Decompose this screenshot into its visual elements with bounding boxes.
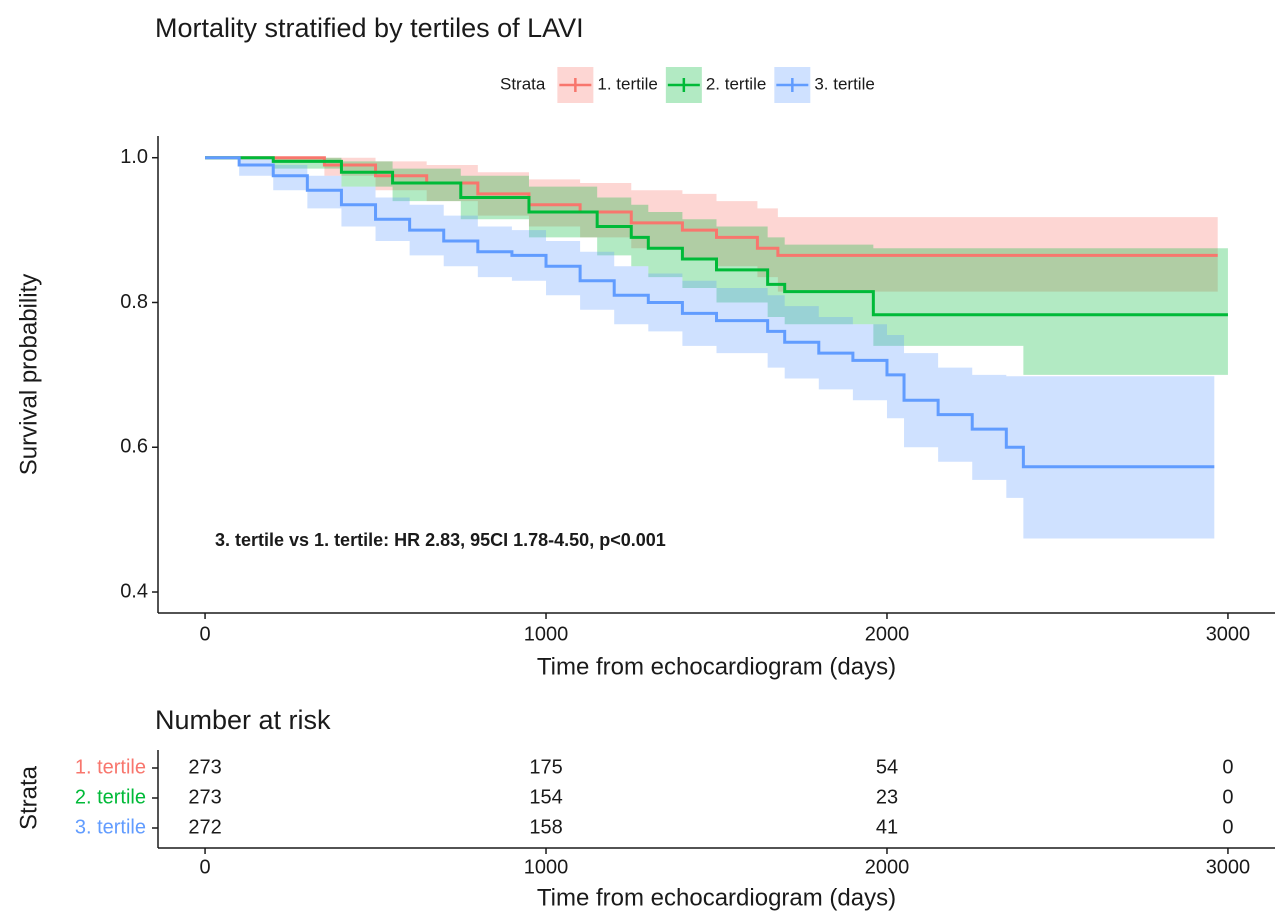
at-risk-count: 41 <box>876 816 898 838</box>
y-axis-title: Strata <box>15 765 42 830</box>
at-risk-count: 0 <box>1222 816 1233 838</box>
x-tick-label: 1000 <box>524 856 569 878</box>
x-axis-title: Time from echocardiogram (days) <box>537 653 896 680</box>
legend-title: Strata <box>500 74 546 93</box>
row-label: 3. tertile <box>75 816 146 838</box>
confidence-band <box>205 157 1218 292</box>
annotation: 3. tertile vs 1. tertile: HR 2.83, 95CI … <box>215 530 666 550</box>
survival-curve <box>205 156 1218 257</box>
table-title: Number at risk <box>155 705 331 735</box>
x-tick-label: 0 <box>199 623 210 645</box>
survival-curve <box>205 156 1215 469</box>
y-tick-label: 0.6 <box>120 436 148 458</box>
legend-label: 3. tertile <box>814 74 874 93</box>
at-risk-count: 23 <box>876 786 898 808</box>
confidence-band <box>205 157 1215 539</box>
at-risk-count: 154 <box>529 786 562 808</box>
at-risk-count: 0 <box>1222 786 1233 808</box>
row-label: 1. tertile <box>75 756 146 778</box>
legend-label: 1. tertile <box>597 74 657 93</box>
x-tick-label: 2000 <box>865 623 910 645</box>
x-axis-title: Time from echocardiogram (days) <box>537 884 896 911</box>
x-tick-label: 2000 <box>865 856 910 878</box>
legend-label: 2. tertile <box>706 74 766 93</box>
x-tick-label: 0 <box>199 856 210 878</box>
y-axis-title: Survival probability <box>15 274 42 475</box>
chart-title: Mortality stratified by tertiles of LAVI <box>155 13 584 43</box>
at-risk-count: 175 <box>529 756 562 778</box>
y-tick-label: 0.8 <box>120 291 148 313</box>
x-tick-label: 3000 <box>1206 856 1251 878</box>
y-tick-label: 1.0 <box>120 146 148 168</box>
y-tick-label: 0.4 <box>120 580 148 602</box>
at-risk-count: 273 <box>188 756 221 778</box>
x-tick-label: 1000 <box>524 623 569 645</box>
x-tick-label: 3000 <box>1206 623 1251 645</box>
at-risk-count: 272 <box>188 816 221 838</box>
at-risk-count: 54 <box>876 756 898 778</box>
survival-curve <box>205 156 1228 317</box>
row-label: 2. tertile <box>75 786 146 808</box>
at-risk-count: 158 <box>529 816 562 838</box>
at-risk-count: 0 <box>1222 756 1233 778</box>
at-risk-count: 273 <box>188 786 221 808</box>
